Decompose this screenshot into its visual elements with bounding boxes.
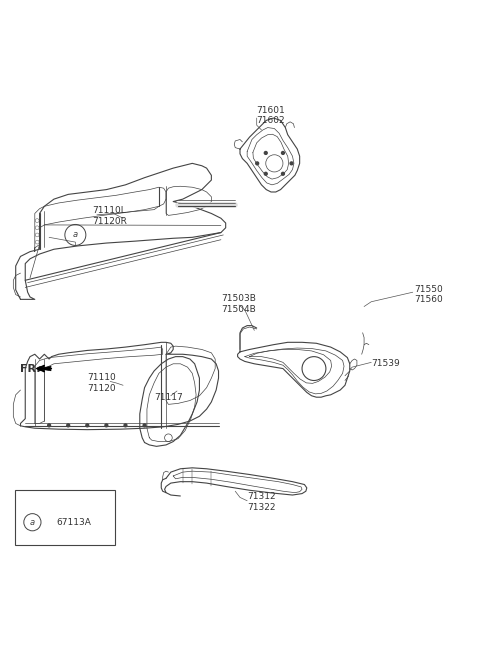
Circle shape (290, 162, 293, 165)
Circle shape (48, 424, 50, 427)
Text: 71601
71602: 71601 71602 (257, 106, 286, 125)
Circle shape (264, 152, 267, 154)
Circle shape (86, 424, 89, 427)
Text: 71117: 71117 (154, 393, 183, 401)
Bar (15, 490, 115, 545)
Text: 71550
71560: 71550 71560 (414, 285, 443, 304)
Text: a: a (73, 230, 78, 239)
Circle shape (281, 173, 284, 175)
Circle shape (264, 173, 267, 175)
Circle shape (67, 424, 70, 427)
Circle shape (124, 424, 127, 427)
Text: 67113A: 67113A (56, 518, 91, 527)
Text: 71110
71120: 71110 71120 (87, 373, 116, 392)
Circle shape (256, 162, 259, 165)
Text: 71110L
71120R: 71110L 71120R (92, 206, 127, 226)
Text: 71312
71322: 71312 71322 (247, 493, 276, 512)
Circle shape (105, 424, 108, 427)
Circle shape (143, 424, 146, 427)
Text: 71503B
71504B: 71503B 71504B (221, 295, 256, 314)
Text: a: a (30, 518, 35, 527)
Text: 71539: 71539 (371, 359, 400, 368)
Text: FR.: FR. (21, 363, 41, 373)
Circle shape (281, 152, 284, 154)
